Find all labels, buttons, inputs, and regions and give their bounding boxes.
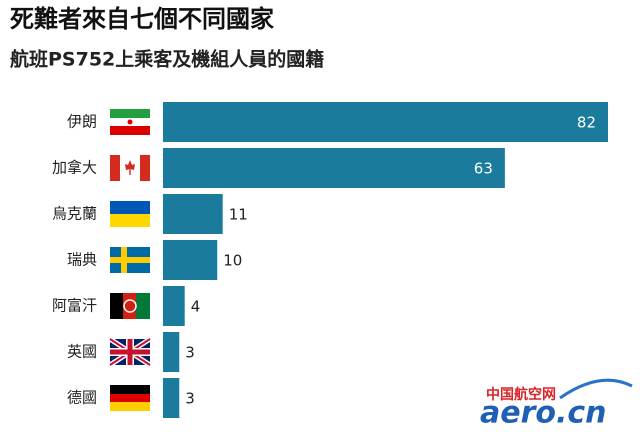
category-label: 英國 [67, 343, 97, 361]
value-label: 3 [185, 390, 195, 408]
category-label: 伊朗 [67, 113, 97, 131]
category-label: 烏克蘭 [52, 205, 97, 223]
flag-sweden [110, 247, 150, 273]
bar [163, 102, 608, 142]
bar [163, 332, 180, 372]
bar [163, 378, 180, 418]
value-label: 82 [577, 114, 596, 132]
flag-iran [110, 109, 150, 135]
bar [163, 240, 218, 280]
category-label: 瑞典 [67, 251, 97, 269]
value-label: 63 [474, 160, 493, 178]
chart-subtitle: 航班PS752上乘客及機組人員的國籍 [10, 48, 324, 71]
watermark-swoosh [559, 378, 633, 400]
value-label: 4 [191, 298, 201, 316]
watermark-name: 中国航空网 [486, 386, 556, 403]
value-label: 3 [185, 344, 195, 362]
watermark-site: aero.cn [480, 396, 607, 431]
value-label: 10 [223, 252, 242, 270]
flag-afghanistan [110, 293, 150, 319]
bar [163, 194, 223, 234]
value-label: 11 [229, 206, 248, 224]
chart-title: 死難者來自七個不同國家 [10, 5, 274, 33]
flag-uk [108, 336, 152, 368]
flag-germany [110, 385, 150, 411]
flag-ukraine [110, 201, 150, 227]
category-label: 德國 [67, 389, 97, 407]
category-label: 加拿大 [52, 159, 97, 177]
category-label: 阿富汗 [52, 297, 97, 315]
bar [163, 148, 505, 188]
flags [108, 109, 152, 411]
flag-canada [110, 155, 150, 181]
bar [163, 286, 185, 326]
watermark: 中国航空网 aero.cn [480, 378, 633, 431]
